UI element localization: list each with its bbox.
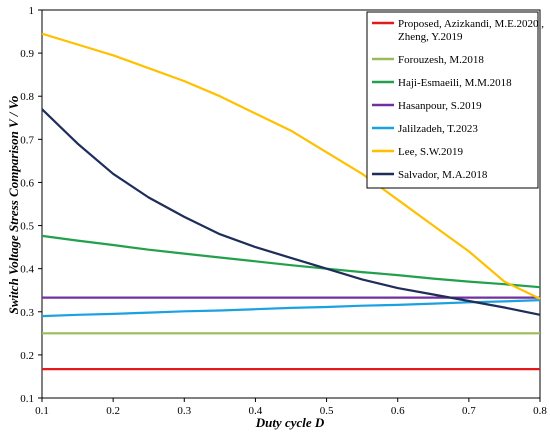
legend-label: Lee, S.W.2019	[398, 146, 463, 158]
series-lines	[41, 32, 541, 371]
legend-label: Hasanpour, S.2019	[398, 100, 482, 112]
series-line-2	[41, 234, 541, 289]
x-axis-label: Duty cycle D	[255, 415, 325, 430]
legend-label: Zheng, Y.2019	[398, 31, 463, 43]
legend: Proposed, Azizkandi, M.E.2020 ,Zheng, Y.…	[366, 11, 544, 189]
legend-label: Salvador, M.A.2018	[398, 169, 488, 181]
y-tick-label: 0.7	[20, 134, 34, 146]
x-tick-label: 0.8	[533, 405, 547, 417]
y-tick-label: 0.8	[20, 91, 34, 103]
y-axis-label: Switch Voltage Stress Comparison V / Vo	[6, 95, 21, 314]
legend-label: Haji-Esmaeili, M.M.2018	[398, 77, 512, 89]
plot-area	[41, 9, 541, 399]
x-tick-label: 0.3	[177, 405, 191, 417]
y-tick-label: 0.4	[20, 264, 34, 276]
legend-label: Forouzesh, M.2018	[398, 54, 484, 66]
x-tick-label: 0.6	[391, 405, 405, 417]
x-tick-label: 0.1	[35, 405, 49, 417]
legend-label: Jalilzadeh, T.2023	[398, 123, 478, 135]
legend-item: Jalilzadeh, T.2023	[372, 123, 478, 135]
plot-frame	[41, 9, 541, 399]
series-line-4	[41, 299, 541, 318]
legend-item: Hasanpour, S.2019	[372, 100, 482, 112]
y-tick-label: 1	[29, 5, 35, 17]
y-tick-label: 0.9	[20, 48, 34, 60]
legend-item: Haji-Esmaeili, M.M.2018	[372, 77, 512, 89]
x-tick-label: 0.5	[320, 405, 334, 417]
x-tick-label: 0.7	[462, 405, 476, 417]
y-tick-label: 0.1	[20, 393, 34, 405]
series-line-5	[41, 32, 541, 300]
x-axis-ticks: 0.1 0.2 0.3 0.4 0.5 0.6 0.7 0.8	[35, 398, 547, 417]
y-tick-label: 0.3	[20, 307, 34, 319]
y-tick-label: 0.5	[20, 221, 34, 233]
series-line-6	[41, 108, 541, 316]
y-tick-label: 0.6	[20, 177, 34, 189]
legend-item: Forouzesh, M.2018	[372, 54, 484, 66]
x-tick-label: 0.4	[249, 405, 263, 417]
legend-label: Proposed, Azizkandi, M.E.2020 ,	[398, 18, 544, 30]
legend-box	[366, 11, 539, 189]
y-tick-label: 0.2	[20, 350, 34, 362]
legend-item: Proposed, Azizkandi, M.E.2020 ,Zheng, Y.…	[372, 18, 544, 43]
legend-item: Salvador, M.A.2018	[372, 169, 488, 181]
x-tick-label: 0.2	[106, 405, 120, 417]
legend-item: Lee, S.W.2019	[372, 146, 463, 158]
y-axis-ticks: 0.1 0.2 0.3 0.4 0.5 0.6 0.7 0.8 0.9 1	[20, 5, 42, 405]
